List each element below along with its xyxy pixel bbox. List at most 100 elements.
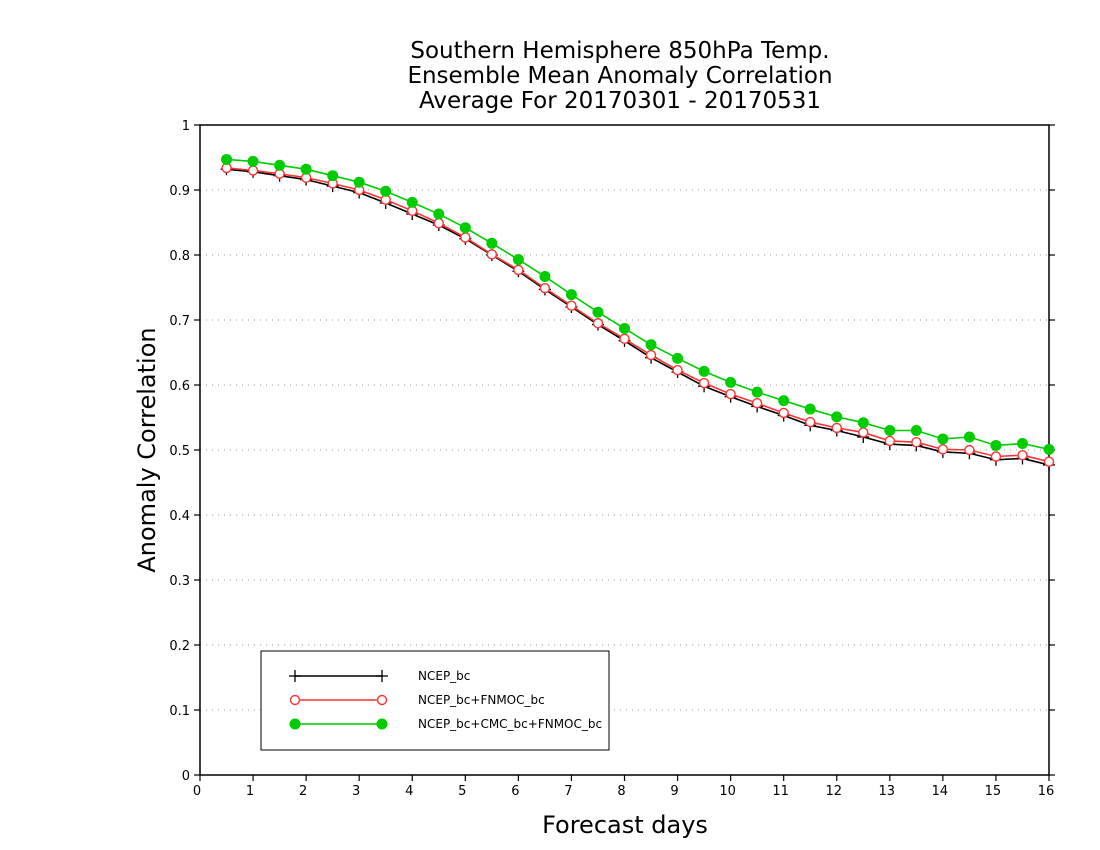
data-point (725, 388, 736, 400)
x-tick-label: 8 (617, 784, 625, 799)
data-point (911, 437, 922, 448)
data-point (512, 254, 524, 266)
series-1 (221, 162, 1055, 467)
y-tick-label: 0.5 (169, 444, 190, 459)
y-tick-label: 1 (182, 119, 190, 134)
data-point (990, 439, 1002, 451)
x-tick-label: 13 (879, 784, 896, 799)
legend-marker (289, 694, 301, 706)
series-0 (220, 163, 1055, 471)
chart-title-line: Southern Hemisphere 850hPa Temp. (410, 38, 829, 64)
data-point (805, 416, 816, 428)
data-point (619, 333, 630, 345)
data-point (990, 451, 1002, 462)
legend-label: NCEP_bc (418, 669, 470, 683)
data-point (406, 196, 418, 208)
data-point (937, 433, 949, 445)
data-point (565, 289, 577, 301)
data-point (513, 264, 524, 276)
legend-item: NCEP_bc+CMC_bc+FNMOC_bc (289, 717, 602, 731)
data-point (486, 237, 498, 249)
series-line (226, 158, 1050, 451)
data-point (831, 411, 843, 423)
legend-item: NCEP_bc+FNMOC_bc (289, 693, 545, 707)
y-tick-label: 0.8 (169, 249, 190, 264)
data-point (619, 322, 630, 334)
data-point (964, 444, 975, 456)
x-tick-label: 7 (564, 784, 572, 799)
y-tick-label: 0.9 (169, 184, 190, 199)
data-point (539, 282, 551, 294)
data-point (486, 249, 498, 260)
x-tick-label: 14 (932, 784, 949, 799)
data-point (778, 407, 789, 419)
x-axis-label: Forecast days (542, 811, 708, 839)
series-line (226, 168, 1050, 466)
x-tick-label: 11 (772, 784, 789, 799)
x-tick-label: 15 (985, 784, 1002, 799)
data-point (858, 427, 869, 438)
data-point (725, 376, 737, 388)
data-point (380, 185, 392, 197)
series-line (226, 167, 1050, 463)
data-point (566, 300, 577, 311)
y-tick-label: 0.3 (169, 574, 190, 589)
y-tick-label: 0.7 (169, 314, 190, 329)
data-point (1016, 438, 1028, 449)
data-point (778, 395, 790, 407)
legend-marker (289, 670, 301, 682)
x-tick-label: 12 (825, 784, 842, 799)
data-point (300, 163, 312, 175)
x-tick-label: 2 (299, 784, 307, 799)
x-tick-label: 3 (352, 784, 360, 799)
data-point (645, 349, 657, 361)
data-point (221, 153, 233, 165)
data-point (937, 444, 949, 455)
data-point (592, 318, 604, 329)
legend-marker (376, 694, 388, 706)
data-point (592, 306, 604, 318)
data-point (353, 176, 365, 188)
y-tick-label: 0.2 (169, 639, 190, 654)
x-tick-label: 4 (405, 784, 413, 799)
data-point (831, 422, 842, 434)
legend-marker (289, 718, 301, 730)
data-point (327, 170, 339, 182)
data-point (751, 386, 763, 398)
data-point (1017, 450, 1028, 461)
data-point (884, 425, 896, 436)
legend-item: NCEP_bc (289, 669, 470, 683)
data-point (672, 364, 683, 376)
data-point (857, 417, 869, 429)
data-point (884, 435, 896, 447)
data-point (804, 403, 816, 415)
data-point (433, 208, 445, 220)
data-point (459, 222, 471, 234)
x-tick-label: 16 (1038, 784, 1055, 799)
legend-marker (376, 670, 388, 682)
series-2 (221, 153, 1055, 455)
data-point (698, 365, 710, 377)
series-lines (220, 153, 1055, 471)
axis-ticks: 00.10.20.30.40.50.60.70.80.910 1 2 3 4 5 6 7 8 9 1… (169, 119, 1055, 799)
x-tick-label: 5 (458, 784, 466, 799)
data-point (274, 159, 286, 171)
y-axis-label: Anomaly Correlation (133, 327, 161, 572)
data-point (1043, 456, 1055, 467)
data-point (1043, 443, 1055, 455)
legend-marker (376, 718, 388, 730)
legend: NCEP_bc NCEP_bc+FNMOC_bc NCEP_bc+CMC_bc+FN… (260, 650, 610, 751)
x-tick-label: 1 (246, 784, 254, 799)
x-tick-label: 0 (193, 784, 201, 799)
data-point (672, 352, 684, 364)
legend-label: NCEP_bc+FNMOC_bc (418, 693, 545, 707)
grid (200, 189, 1049, 711)
data-point (963, 431, 975, 443)
data-point (460, 232, 471, 243)
x-tick-label: 6 (511, 784, 519, 799)
x-tick-label: 10 (719, 784, 736, 799)
data-point (539, 270, 551, 282)
data-point (751, 398, 763, 409)
data-point (645, 339, 657, 351)
